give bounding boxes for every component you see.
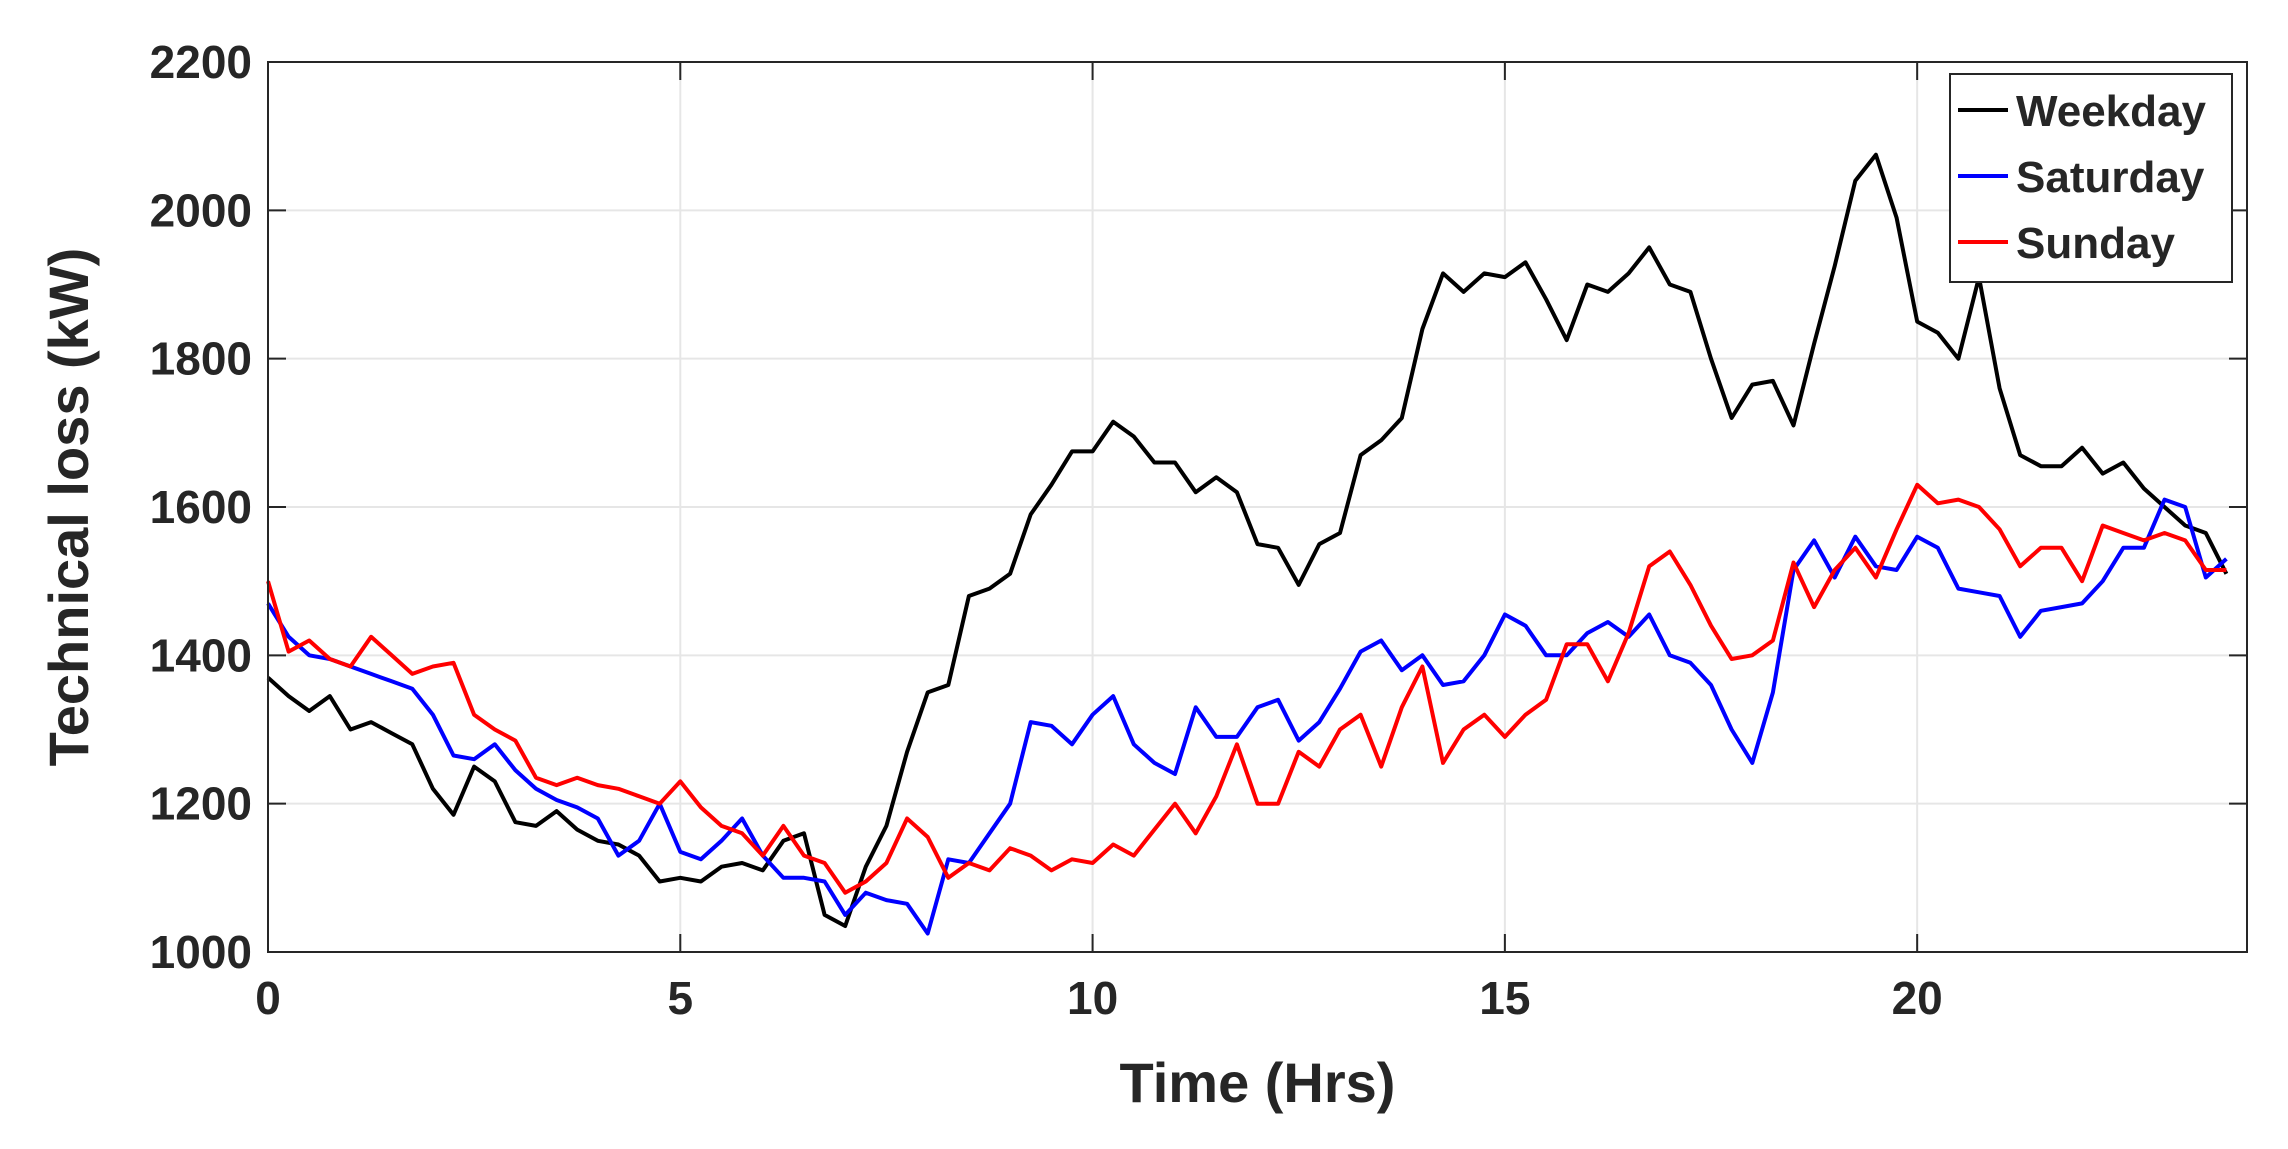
x-tick-label: 10 bbox=[1067, 972, 1118, 1024]
series-line-sunday bbox=[266, 482, 2227, 895]
series-line-weekday bbox=[266, 152, 2229, 928]
y-ticks: 1000 1200 1400 1600 1800 2000 2200 bbox=[150, 36, 2247, 978]
y-tick-label: 1600 bbox=[150, 481, 252, 533]
legend-label-saturday: Saturday bbox=[2016, 153, 2205, 202]
y-tick-label: 2000 bbox=[150, 184, 252, 236]
legend: Weekday Saturday Sunday bbox=[1949, 73, 2233, 283]
series-lines bbox=[266, 152, 2229, 936]
y-tick-label: 1000 bbox=[150, 926, 252, 978]
legend-label-sunday: Sunday bbox=[2016, 219, 2175, 268]
legend-label-weekday: Weekday bbox=[2016, 87, 2206, 136]
x-tick-label: 20 bbox=[1892, 972, 1943, 1024]
series-line-saturday bbox=[266, 497, 2228, 936]
y-tick-label: 2200 bbox=[150, 36, 252, 88]
x-axis-label: Time (Hrs) bbox=[1120, 1051, 1396, 1114]
x-tick-label: 5 bbox=[667, 972, 693, 1024]
x-ticks: 0 5 10 15 20 bbox=[255, 62, 1943, 1024]
y-tick-label: 1800 bbox=[150, 333, 252, 385]
y-axis-label: Technical loss (kW) bbox=[37, 248, 100, 767]
x-tick-label: 0 bbox=[255, 972, 281, 1024]
y-tick-label: 1400 bbox=[150, 629, 252, 681]
x-tick-label: 15 bbox=[1479, 972, 1530, 1024]
y-tick-label: 1200 bbox=[150, 778, 252, 830]
